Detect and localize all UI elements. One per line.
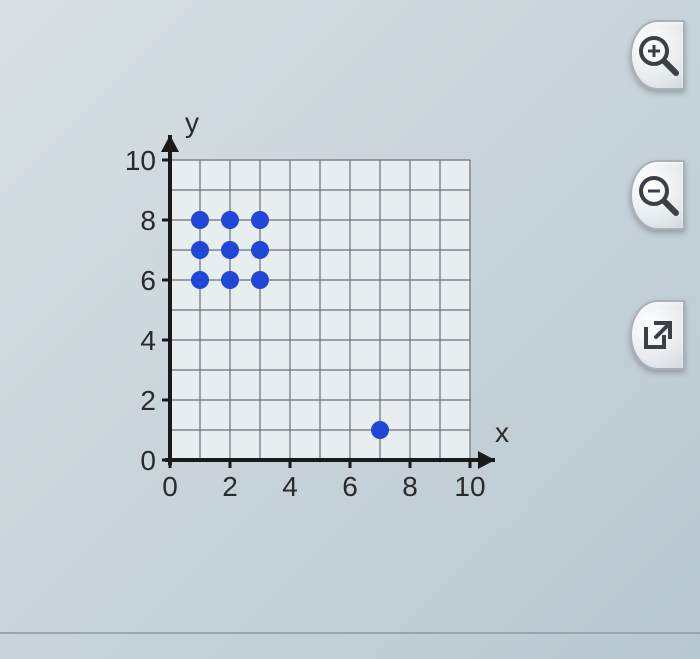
svg-text:10: 10 [125, 145, 156, 176]
divider [0, 632, 700, 634]
svg-text:4: 4 [282, 471, 298, 502]
svg-text:0: 0 [140, 445, 156, 476]
svg-text:4: 4 [140, 325, 156, 356]
zoom-out-icon [636, 173, 680, 217]
scatter-chart: 0 2 4 6 8 10 0 2 4 6 8 10 y x [100, 60, 520, 540]
svg-text:y: y [185, 107, 199, 138]
zoom-in-icon [636, 33, 680, 77]
svg-text:2: 2 [140, 385, 156, 416]
toolbar [615, 20, 685, 370]
svg-text:x: x [495, 417, 509, 448]
svg-text:8: 8 [402, 471, 418, 502]
svg-text:8: 8 [140, 205, 156, 236]
popout-button[interactable] [630, 300, 685, 370]
zoom-out-button[interactable] [630, 160, 685, 230]
svg-text:6: 6 [342, 471, 358, 502]
zoom-in-button[interactable] [630, 20, 685, 90]
svg-text:6: 6 [140, 265, 156, 296]
popout-icon [638, 315, 678, 355]
svg-text:0: 0 [162, 471, 178, 502]
svg-text:10: 10 [454, 471, 485, 502]
svg-text:2: 2 [222, 471, 238, 502]
